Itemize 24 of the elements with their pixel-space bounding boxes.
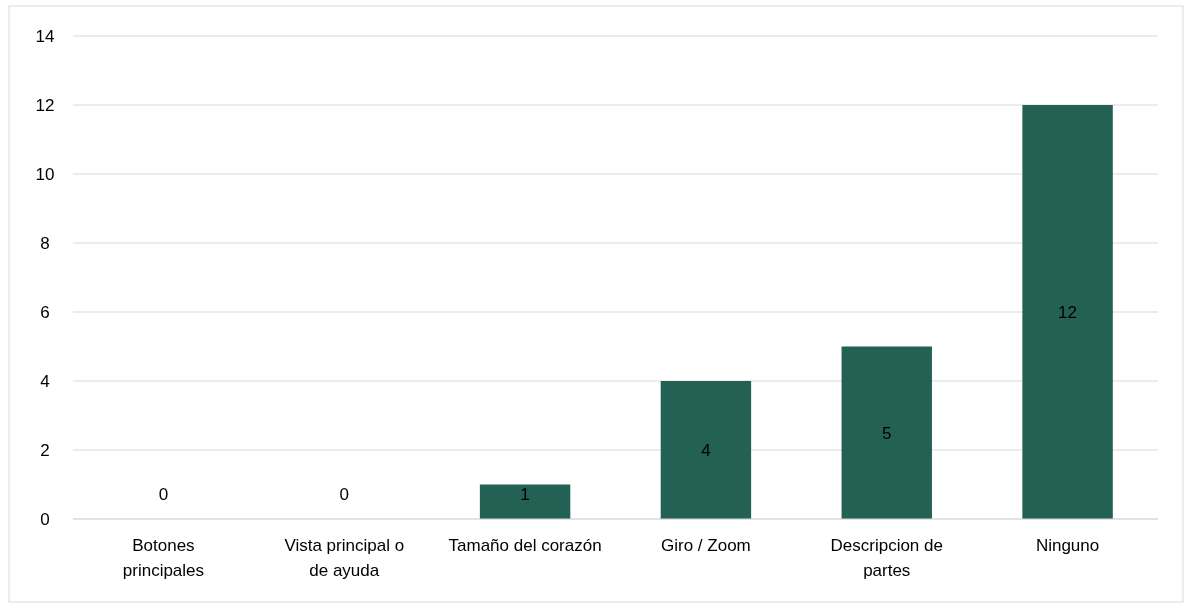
y-tick-label: 4 xyxy=(40,371,50,391)
x-tick-label: Giro / Zoom xyxy=(661,536,751,555)
y-tick-label: 12 xyxy=(35,95,55,115)
bar xyxy=(660,381,752,519)
x-tick-label: Botones principales xyxy=(122,536,205,580)
y-tick-label: 6 xyxy=(40,302,50,322)
y-tick-label: 8 xyxy=(40,233,50,253)
y-tick-label: 14 xyxy=(35,26,55,46)
data-label: 4 xyxy=(701,440,711,460)
bar xyxy=(1022,105,1113,519)
y-tick-label: 2 xyxy=(40,440,50,460)
x-tick-label: Descripcion de partes xyxy=(830,536,943,580)
x-tick-label: Tamaño del corazón xyxy=(448,536,602,555)
data-label: 0 xyxy=(339,484,349,504)
data-label: 1 xyxy=(520,484,530,504)
x-tick-label: Ninguno xyxy=(1035,536,1100,555)
x-tick-label: Vista principal o de ayuda xyxy=(284,536,405,580)
data-label: 12 xyxy=(1058,302,1078,322)
y-tick-label: 0 xyxy=(40,509,50,529)
bar xyxy=(841,346,932,519)
data-label: 0 xyxy=(158,484,169,504)
y-tick-label: 10 xyxy=(35,164,55,184)
data-label: 5 xyxy=(882,423,892,443)
bar xyxy=(479,484,571,519)
